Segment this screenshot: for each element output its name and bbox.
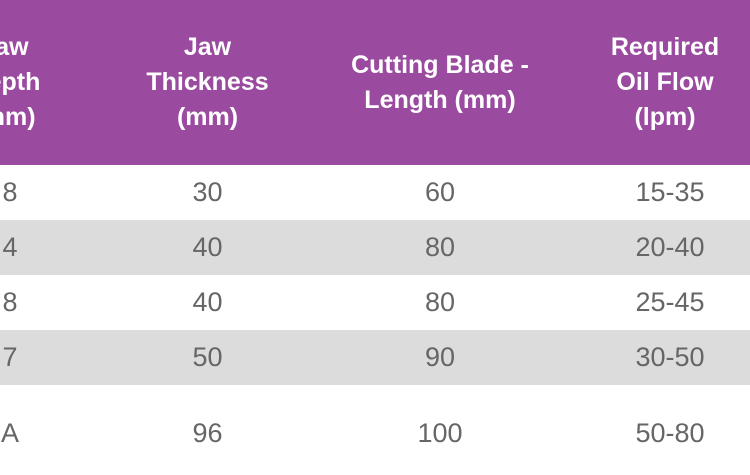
cell-jaw-thickness: 40 [192, 287, 223, 317]
cell-oil-flow: 30-50 [635, 342, 705, 372]
header-jaw-depth: Jaw Depth (mm) [0, 33, 41, 131]
header-jaw-thickness: Jaw Thickness (mm) [146, 33, 269, 131]
cell-jaw-thickness: 30 [192, 177, 223, 207]
cell-blade-length: 90 [424, 342, 456, 372]
cell-blade-length: 80 [424, 287, 456, 317]
cell-jaw-depth: 4 [2, 232, 18, 262]
cell-jaw-thickness: 96 [192, 418, 223, 448]
cell-oil-flow: 50-80 [635, 418, 705, 448]
cell-jaw-thickness: 40 [192, 232, 223, 262]
header-cutting-blade-length: Cutting Blade - Length (mm) [351, 50, 529, 114]
table-header: Jaw Depth (mm) Jaw Thickness (mm) Cuttin… [0, 0, 750, 165]
table-row: A 96 100 50-80 [0, 385, 750, 475]
table-row: 8 40 80 25-45 [0, 275, 750, 330]
table-row: 7 50 90 30-50 [0, 330, 750, 385]
table-row: 8 30 60 15-35 [0, 165, 750, 220]
cell-jaw-thickness: 50 [192, 342, 223, 372]
cell-oil-flow: 20-40 [635, 232, 705, 262]
header-required-oil-flow: Required Oil Flow (lpm) [610, 33, 720, 131]
cell-oil-flow: 25-45 [635, 287, 705, 317]
cell-jaw-depth: A [0, 418, 19, 448]
cell-blade-length: 60 [424, 177, 456, 207]
cell-blade-length: 80 [424, 232, 456, 262]
cell-jaw-depth: 8 [2, 287, 18, 317]
cell-jaw-depth: 8 [2, 177, 18, 207]
cell-blade-length: 100 [417, 418, 463, 448]
cell-jaw-depth: 7 [2, 342, 18, 372]
cell-oil-flow: 15-35 [635, 177, 705, 207]
table-row: 4 40 80 20-40 [0, 220, 750, 275]
